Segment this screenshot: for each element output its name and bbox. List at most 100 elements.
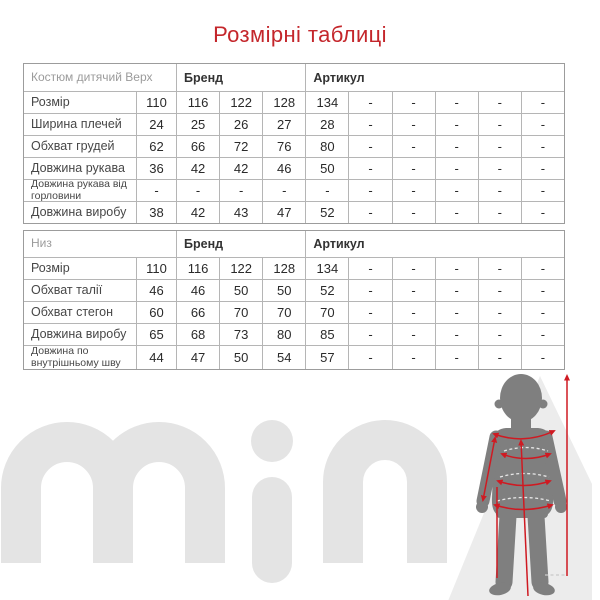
table-article-header: Артикул — [305, 231, 564, 257]
cell-value: - — [520, 201, 564, 223]
cell-value: 66 — [176, 135, 220, 157]
leg-right — [527, 507, 549, 591]
cell-value: 46 — [176, 279, 220, 301]
cell-value: - — [477, 157, 521, 179]
cell-value: 72 — [219, 135, 263, 157]
cell-value: - — [391, 257, 435, 279]
row-label: Довжина рукава від горловини — [24, 179, 136, 201]
cell-value: 122 — [219, 91, 263, 113]
cell-value: - — [391, 345, 435, 369]
cell-value: 42 — [219, 157, 263, 179]
cell-value: - — [434, 345, 478, 369]
row-label: Довжина рукава — [24, 157, 136, 179]
child-measurement-diagram — [0, 374, 592, 600]
waist-girth-arrow — [496, 479, 552, 487]
cell-value: 110 — [136, 91, 176, 113]
foot-right — [533, 582, 555, 596]
cell-value: 128 — [262, 91, 306, 113]
cell-value: 66 — [176, 301, 220, 323]
cell-value: 70 — [305, 301, 349, 323]
cell-value: 27 — [262, 113, 306, 135]
brand-watermark-min — [0, 420, 447, 583]
row-label: Розмір — [24, 91, 136, 113]
cell-value: - — [391, 157, 435, 179]
cell-value: - — [520, 179, 564, 201]
watermark-letter-i-dot — [251, 420, 293, 462]
cell-value: 128 — [262, 257, 306, 279]
cell-value: - — [348, 345, 392, 369]
cell-value: 50 — [262, 279, 306, 301]
cell-value: 70 — [219, 301, 263, 323]
cell-value: - — [520, 113, 564, 135]
cell-value: - — [348, 157, 392, 179]
row-label: Обхват стегон — [24, 301, 136, 323]
cell-value: 85 — [305, 323, 349, 345]
cell-value: - — [434, 135, 478, 157]
cell-value: - — [520, 279, 564, 301]
row-label: Довжина виробу — [24, 201, 136, 223]
cell-value: - — [262, 179, 306, 201]
cell-value: 62 — [136, 135, 176, 157]
cell-value: 65 — [136, 323, 176, 345]
cell-value: - — [434, 113, 478, 135]
cell-value: - — [520, 323, 564, 345]
cell-value: 57 — [305, 345, 349, 369]
cell-value: 43 — [219, 201, 263, 223]
measurement-dashed-arcs — [496, 446, 552, 502]
cell-value: - — [305, 179, 349, 201]
cell-value: 52 — [305, 279, 349, 301]
cell-value: 25 — [176, 113, 220, 135]
head — [500, 374, 542, 422]
cell-value: 134 — [305, 257, 349, 279]
cell-value: - — [391, 201, 435, 223]
cell-value: 76 — [262, 135, 306, 157]
cell-value: 80 — [262, 323, 306, 345]
cell-value: - — [477, 301, 521, 323]
cell-value: - — [520, 301, 564, 323]
cell-value: 60 — [136, 301, 176, 323]
arm-right — [539, 430, 567, 508]
cell-value: - — [348, 301, 392, 323]
cell-value: - — [434, 179, 478, 201]
table-brand-header: Бренд — [176, 64, 305, 91]
cell-value: 47 — [262, 201, 306, 223]
cell-value: - — [477, 345, 521, 369]
neck — [511, 414, 531, 432]
cell-value: 46 — [262, 157, 306, 179]
cell-value: 42 — [176, 157, 220, 179]
cell-value: 70 — [262, 301, 306, 323]
cell-value: - — [477, 257, 521, 279]
cell-value: - — [136, 179, 176, 201]
cell-value: 44 — [136, 345, 176, 369]
cell-value: 24 — [136, 113, 176, 135]
cell-value: 110 — [136, 257, 176, 279]
shoulder-width-arrow — [492, 430, 556, 440]
hip-girth-arrow — [493, 503, 554, 511]
row-label: Обхват талії — [24, 279, 136, 301]
cell-value: 38 — [136, 201, 176, 223]
size-table-bottom: Низ Бренд Артикул Розмір 110 116 122 128 134- - - -… — [23, 230, 565, 370]
cell-value: 50 — [219, 345, 263, 369]
cell-value: - — [434, 323, 478, 345]
cell-value: 28 — [305, 113, 349, 135]
cell-value: - — [219, 179, 263, 201]
cell-value: 26 — [219, 113, 263, 135]
cell-value: - — [348, 279, 392, 301]
cell-value: - — [348, 323, 392, 345]
cell-value: - — [391, 301, 435, 323]
cell-value: - — [391, 113, 435, 135]
cell-value: - — [391, 91, 435, 113]
cell-value: - — [477, 279, 521, 301]
row-label: Розмір — [24, 257, 136, 279]
cell-value: 80 — [305, 135, 349, 157]
cell-value: - — [434, 257, 478, 279]
cell-value: - — [348, 201, 392, 223]
cell-value: - — [477, 135, 521, 157]
cell-value: - — [434, 279, 478, 301]
measurement-arrows — [480, 374, 570, 597]
chest-dashed-arc — [503, 446, 549, 452]
hand-left — [476, 501, 488, 513]
cell-value: - — [176, 179, 220, 201]
cell-value: 52 — [305, 201, 349, 223]
